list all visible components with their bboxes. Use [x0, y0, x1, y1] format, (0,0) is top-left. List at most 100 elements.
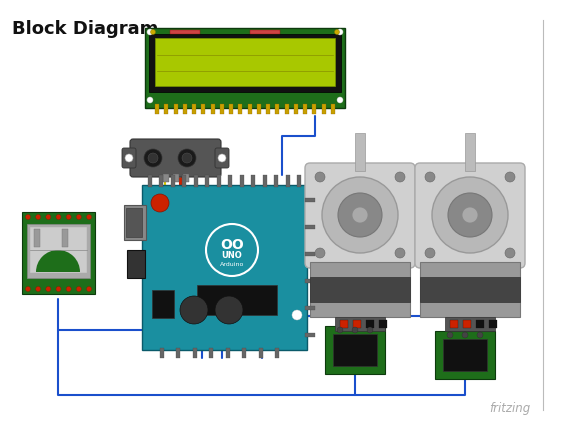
Wedge shape: [36, 250, 80, 272]
Bar: [155, 38, 335, 86]
Bar: [242, 348, 246, 358]
Circle shape: [77, 287, 81, 291]
Bar: [229, 104, 233, 114]
Circle shape: [218, 154, 226, 162]
Circle shape: [395, 248, 405, 258]
Bar: [183, 175, 187, 187]
Bar: [489, 320, 497, 328]
Circle shape: [322, 177, 398, 253]
Text: Block Diagram: Block Diagram: [12, 20, 158, 38]
Bar: [450, 320, 458, 328]
Circle shape: [477, 332, 483, 338]
Bar: [197, 285, 277, 315]
Bar: [366, 320, 374, 328]
Bar: [443, 339, 487, 371]
Circle shape: [144, 149, 162, 167]
Text: OO: OO: [220, 238, 244, 252]
Circle shape: [462, 207, 478, 223]
Bar: [160, 348, 164, 358]
Circle shape: [26, 214, 31, 220]
Circle shape: [338, 193, 382, 237]
Circle shape: [448, 193, 492, 237]
Bar: [126, 208, 142, 237]
Bar: [305, 279, 315, 283]
Bar: [305, 198, 315, 202]
Bar: [22, 212, 95, 294]
Bar: [173, 174, 179, 182]
Bar: [331, 104, 335, 114]
Circle shape: [425, 248, 435, 258]
Bar: [34, 229, 40, 247]
Bar: [174, 104, 177, 114]
Bar: [266, 104, 270, 114]
Bar: [149, 34, 341, 92]
Bar: [176, 348, 180, 358]
Circle shape: [352, 207, 368, 223]
Bar: [171, 175, 175, 187]
Bar: [276, 104, 280, 114]
Bar: [355, 133, 365, 171]
Bar: [321, 104, 325, 114]
Bar: [248, 104, 252, 114]
Circle shape: [292, 310, 302, 320]
Circle shape: [36, 214, 41, 220]
Circle shape: [425, 172, 435, 182]
Circle shape: [337, 327, 343, 333]
Bar: [152, 290, 174, 318]
Bar: [476, 320, 484, 328]
Bar: [353, 320, 361, 328]
Text: Arduino: Arduino: [220, 262, 244, 266]
Bar: [465, 133, 475, 171]
Bar: [297, 175, 301, 187]
Bar: [183, 104, 187, 114]
Bar: [238, 104, 242, 114]
Bar: [263, 175, 266, 187]
Bar: [305, 252, 315, 256]
Circle shape: [66, 214, 71, 220]
Circle shape: [462, 332, 468, 338]
Circle shape: [337, 29, 343, 35]
Circle shape: [315, 172, 325, 182]
Circle shape: [432, 177, 508, 253]
Circle shape: [505, 248, 515, 258]
Text: fritzing: fritzing: [489, 402, 530, 415]
Bar: [229, 175, 232, 187]
Bar: [445, 317, 495, 331]
Bar: [305, 225, 315, 229]
Circle shape: [66, 287, 71, 291]
Circle shape: [215, 296, 243, 324]
Bar: [124, 205, 146, 240]
Bar: [310, 277, 410, 302]
Circle shape: [46, 287, 51, 291]
Bar: [145, 28, 345, 108]
Bar: [30, 227, 87, 273]
Bar: [325, 326, 385, 374]
Circle shape: [87, 287, 91, 291]
Circle shape: [447, 332, 453, 338]
Bar: [217, 175, 221, 187]
Circle shape: [56, 287, 61, 291]
Bar: [420, 277, 520, 302]
Circle shape: [178, 149, 196, 167]
Bar: [250, 30, 280, 34]
FancyBboxPatch shape: [215, 148, 229, 168]
Bar: [170, 30, 200, 34]
Bar: [285, 104, 289, 114]
Bar: [164, 104, 168, 114]
Circle shape: [56, 214, 61, 220]
Bar: [205, 175, 209, 187]
Circle shape: [182, 153, 192, 163]
Bar: [435, 331, 495, 379]
Bar: [163, 174, 169, 182]
Bar: [209, 348, 213, 358]
Bar: [142, 185, 307, 350]
Circle shape: [77, 214, 81, 220]
FancyBboxPatch shape: [130, 139, 221, 177]
Bar: [463, 320, 471, 328]
Circle shape: [352, 327, 358, 333]
Circle shape: [335, 30, 340, 34]
Circle shape: [315, 248, 325, 258]
Circle shape: [367, 327, 373, 333]
Bar: [210, 104, 214, 114]
Text: UNO: UNO: [222, 251, 242, 260]
